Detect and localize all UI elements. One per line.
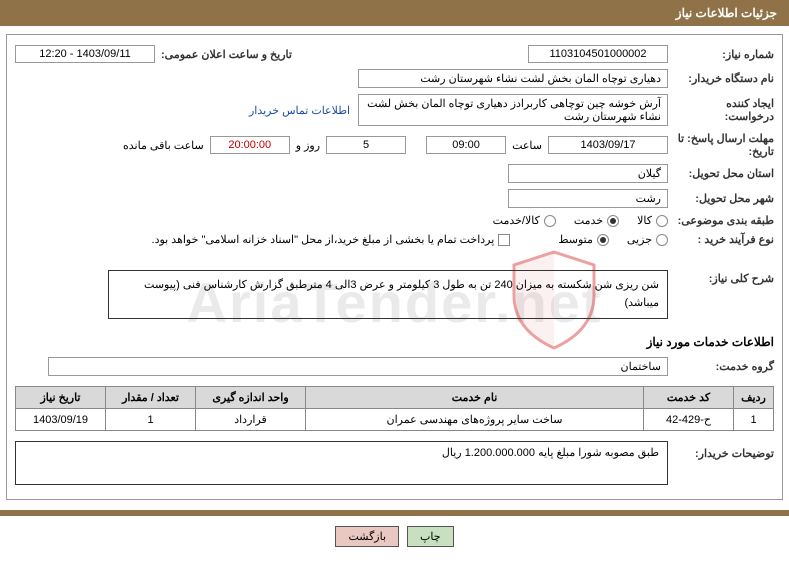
- th-unit: واحد اندازه گیری: [196, 387, 306, 409]
- radio-minor[interactable]: جزیی: [627, 233, 668, 246]
- radio-service[interactable]: خدمت: [574, 214, 619, 227]
- th-row: ردیف: [734, 387, 774, 409]
- buyer-notes-box: طبق مصوبه شورا مبلغ پایه 1.200.000.000 ر…: [15, 441, 668, 485]
- buyer-org-field: دهیاری توچاه المان بخش لشت نشاء شهرستان …: [358, 69, 668, 88]
- table-row: 1 ح-429-42 ساخت سایر پروژه‌های مهندسی عم…: [16, 409, 774, 431]
- cell-code: ح-429-42: [644, 409, 734, 431]
- page-title: جزئیات اطلاعات نیاز: [676, 6, 777, 20]
- treasury-checkbox[interactable]: [498, 234, 510, 246]
- time-label: ساعت: [512, 139, 542, 152]
- deadline-days-field: 5: [326, 136, 406, 154]
- radio-goods[interactable]: کالا: [637, 214, 668, 227]
- buyer-notes-label: توضیحات خریدار:: [674, 441, 774, 460]
- need-desc-box: شن ریزی شن شکسته به میزان 240 تن به طول …: [108, 270, 668, 319]
- cell-name: ساخت سایر پروژه‌های مهندسی عمران: [306, 409, 644, 431]
- province-label: استان محل تحویل:: [674, 167, 774, 180]
- need-desc-label: شرح کلی نیاز:: [674, 266, 774, 285]
- services-table: ردیف کد خدمت نام خدمت واحد اندازه گیری ت…: [15, 386, 774, 431]
- service-group-field: ساختمان: [48, 357, 668, 376]
- city-label: شهر محل تحویل:: [674, 192, 774, 205]
- requester-field: آرش خوشه چین توچاهی کاربرادز دهیاری توچا…: [358, 94, 668, 126]
- purchase-type-label: نوع فرآیند خرید :: [674, 233, 774, 246]
- remain-label: ساعت باقی مانده: [123, 139, 204, 152]
- buyer-org-label: نام دستگاه خریدار:: [674, 72, 774, 85]
- button-row: چاپ بازگشت: [0, 516, 789, 557]
- deadline-hours-field: 20:00:00: [210, 136, 290, 154]
- cell-qty: 1: [106, 409, 196, 431]
- services-section-title: اطلاعات خدمات مورد نیاز: [15, 335, 774, 349]
- days-label: روز و: [296, 139, 320, 152]
- th-qty: تعداد / مقدار: [106, 387, 196, 409]
- announce-date-field: 1403/09/11 - 12:20: [15, 45, 155, 63]
- announce-date-label: تاریخ و ساعت اعلان عمومی:: [161, 48, 292, 61]
- deadline-date-field: 1403/09/17: [548, 136, 668, 154]
- subject-class-label: طبقه بندی موضوعی:: [674, 214, 774, 227]
- form-panel: شماره نیاز: 1103104501000002 تاریخ و ساع…: [6, 34, 783, 500]
- cell-row: 1: [734, 409, 774, 431]
- need-number-label: شماره نیاز:: [674, 48, 774, 61]
- print-button[interactable]: چاپ: [407, 526, 454, 547]
- cell-unit: قرارداد: [196, 409, 306, 431]
- th-name: نام خدمت: [306, 387, 644, 409]
- radio-goods-service[interactable]: کالا/خدمت: [493, 214, 556, 227]
- th-code: کد خدمت: [644, 387, 734, 409]
- back-button[interactable]: بازگشت: [335, 526, 399, 547]
- radio-medium[interactable]: متوسط: [558, 233, 609, 246]
- requester-label: ایجاد کننده درخواست:: [674, 97, 774, 123]
- page-title-bar: جزئیات اطلاعات نیاز: [0, 0, 789, 26]
- need-number-field: 1103104501000002: [528, 45, 668, 63]
- city-field: رشت: [508, 189, 668, 208]
- deadline-label: مهلت ارسال پاسخ: تا تاریخ:: [674, 132, 774, 158]
- deadline-time-field: 09:00: [426, 136, 506, 154]
- cell-date: 1403/09/19: [16, 409, 106, 431]
- th-date: تاریخ نیاز: [16, 387, 106, 409]
- payment-note: پرداخت تمام یا بخشی از مبلغ خرید،از محل …: [152, 233, 495, 246]
- province-field: گیلان: [508, 164, 668, 183]
- buyer-contact-link[interactable]: اطلاعات تماس خریدار: [249, 104, 350, 117]
- service-group-label: گروه خدمت:: [674, 360, 774, 373]
